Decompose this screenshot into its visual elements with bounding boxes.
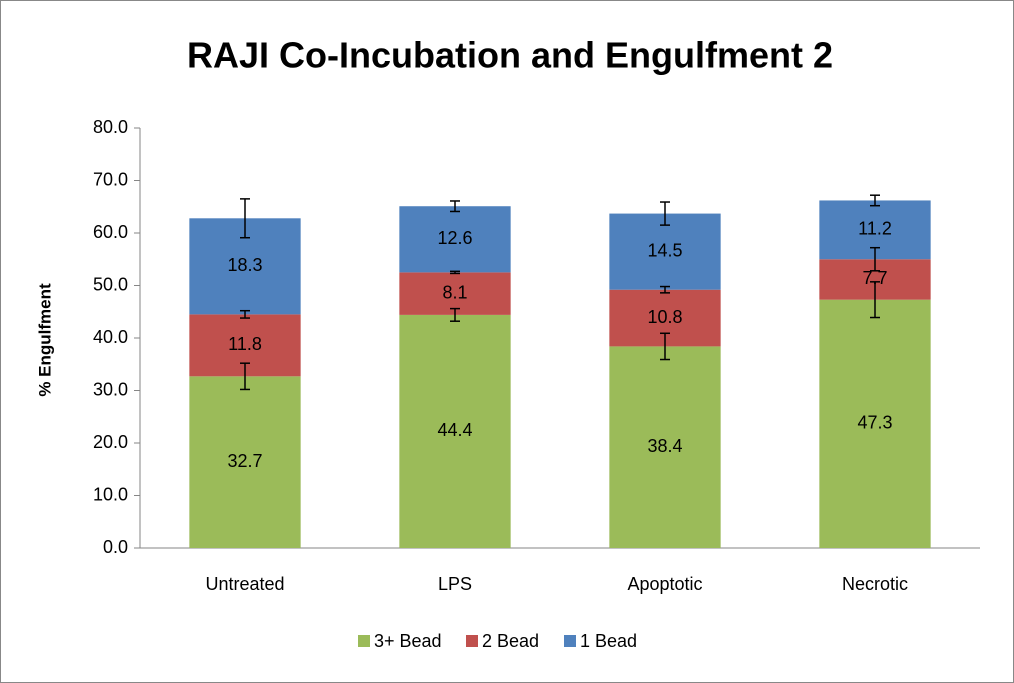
error-bar <box>450 200 460 213</box>
error-bar <box>450 307 460 322</box>
error-bar <box>240 309 250 319</box>
legend-label: 3+ Bead <box>374 631 442 651</box>
y-tick-label: 80.0 <box>93 117 128 137</box>
data-label: 14.5 <box>647 240 682 260</box>
y-axis-label: % Engulfment <box>35 283 54 397</box>
bar-segment <box>609 213 721 290</box>
legend-swatch <box>564 635 576 647</box>
bar-segment <box>819 299 931 548</box>
error-bar <box>870 194 880 207</box>
x-tick-label: Necrotic <box>842 574 908 594</box>
y-tick-label: 50.0 <box>93 274 128 294</box>
error-bar <box>450 270 460 275</box>
y-tick-label: 0.0 <box>103 537 128 557</box>
data-label: 10.8 <box>647 307 682 327</box>
error-bar <box>870 246 880 272</box>
error-bar <box>660 332 670 361</box>
bar-segment <box>399 272 511 315</box>
data-label: 12.6 <box>437 228 472 248</box>
data-label: 44.4 <box>437 420 472 440</box>
y-tick-label: 20.0 <box>93 432 128 452</box>
y-tick-label: 70.0 <box>93 169 128 189</box>
bar-segment <box>609 346 721 548</box>
bar-segment <box>399 206 511 273</box>
error-bar <box>240 362 250 391</box>
y-tick-label: 30.0 <box>93 379 128 399</box>
legend-swatch <box>466 635 478 647</box>
data-label: 8.1 <box>442 282 467 302</box>
error-bar <box>660 201 670 226</box>
legend-label: 2 Bead <box>482 631 539 651</box>
y-tick-label: 60.0 <box>93 222 128 242</box>
y-tick-label: 40.0 <box>93 327 128 347</box>
bar-segment <box>189 376 301 548</box>
x-tick-label: Apoptotic <box>627 574 702 594</box>
legend-label: 1 Bead <box>580 631 637 651</box>
chart-title: RAJI Co-Incubation and Engulfment 2 <box>187 35 833 76</box>
y-tick-label: 10.0 <box>93 484 128 504</box>
data-label: 47.3 <box>857 413 892 433</box>
data-label: 18.3 <box>227 255 262 275</box>
error-bar <box>240 198 250 239</box>
error-bar <box>660 285 670 294</box>
data-label: 11.8 <box>228 334 262 354</box>
data-label: 7.7 <box>862 268 887 288</box>
legend-swatch <box>358 635 370 647</box>
data-label: 38.4 <box>647 436 682 456</box>
x-tick-label: LPS <box>438 574 472 594</box>
x-tick-label: Untreated <box>205 574 284 594</box>
data-label: 32.7 <box>227 451 262 471</box>
error-bar <box>870 281 880 319</box>
bar-segment <box>399 314 511 548</box>
data-label: 11.2 <box>858 219 892 239</box>
